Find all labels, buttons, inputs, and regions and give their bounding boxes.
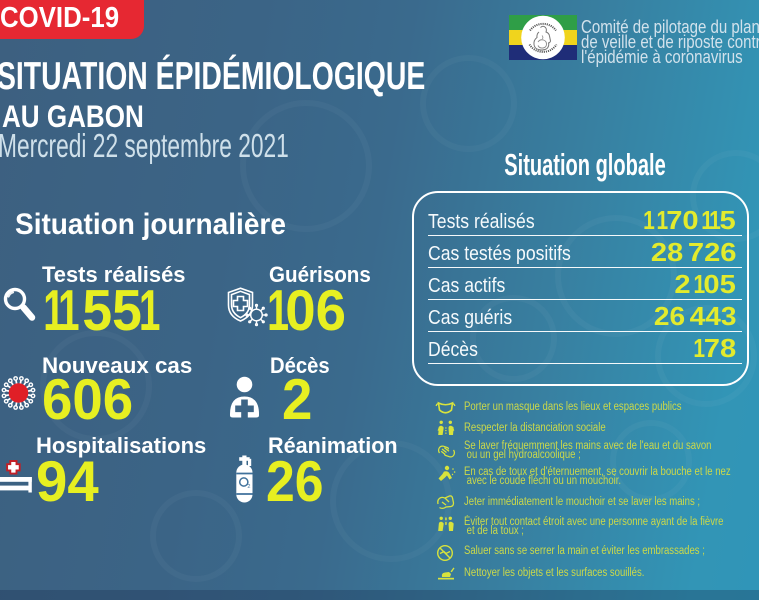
svg-text:2: 2 bbox=[247, 484, 250, 490]
